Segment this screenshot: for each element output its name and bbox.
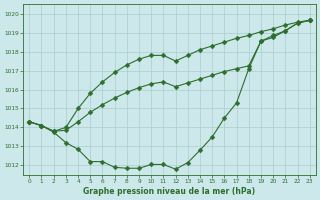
X-axis label: Graphe pression niveau de la mer (hPa): Graphe pression niveau de la mer (hPa) <box>84 187 256 196</box>
